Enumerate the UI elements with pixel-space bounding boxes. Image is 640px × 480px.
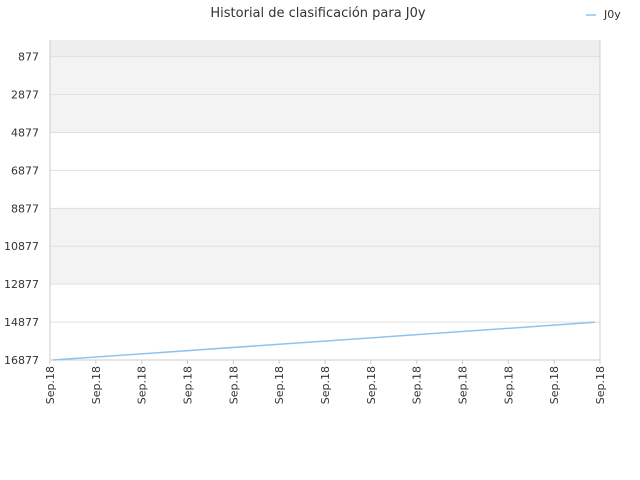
x-axis: Sep.18 Sep.18 Sep.18 Sep.18 Sep.18 Sep.18 Sep.…: [44, 360, 607, 404]
plot-band: [50, 284, 600, 323]
x-tick-label: Sep.18: [411, 366, 424, 404]
y-tick-label: 6877: [11, 164, 39, 177]
plot-band: [50, 56, 600, 95]
y-axis: 877 2877 4877 6877 8877 10877 12877 14877 16877: [4, 51, 39, 367]
plot-band: [50, 170, 600, 209]
series-lines: [52, 321, 596, 361]
legend[interactable]: J0y: [586, 8, 621, 21]
plot-band: [50, 94, 600, 133]
plot-band: [50, 208, 600, 247]
x-tick-label: Sep.18: [548, 366, 561, 404]
x-tick-label: Sep.18: [594, 366, 607, 404]
y-tick-label: 12877: [4, 278, 39, 291]
plot-band: [50, 246, 600, 285]
y-tick-label: 14877: [4, 316, 39, 329]
x-tick-label: Sep.18: [457, 366, 470, 404]
chart-title: Historial de clasificación para J0y: [210, 6, 426, 21]
x-tick-label: Sep.18: [136, 366, 149, 404]
x-tick-label: Sep.18: [502, 366, 515, 404]
y-tick-label: 16877: [4, 354, 39, 367]
y-tick-label: 877: [18, 51, 39, 64]
series-line-J0y: [52, 321, 596, 361]
chart-background-bands: [50, 40, 600, 360]
legend-label: J0y: [603, 8, 621, 21]
x-tick-label: Sep.18: [90, 366, 103, 404]
y-tick-label: 10877: [4, 240, 39, 253]
x-tick-label: Sep.18: [227, 366, 240, 404]
y-tick-label: 8877: [11, 202, 39, 215]
x-tick-label: Sep.18: [273, 366, 286, 404]
y-tick-label: 4877: [11, 126, 39, 139]
y-tick-label: 2877: [11, 89, 39, 102]
plot-band: [50, 132, 600, 171]
x-tick-label: Sep.18: [44, 366, 57, 404]
plot-band: [50, 40, 600, 57]
x-tick-label: Sep.18: [365, 366, 378, 404]
x-tick-label: Sep.18: [319, 366, 332, 404]
x-tick-label: Sep.18: [182, 366, 195, 404]
